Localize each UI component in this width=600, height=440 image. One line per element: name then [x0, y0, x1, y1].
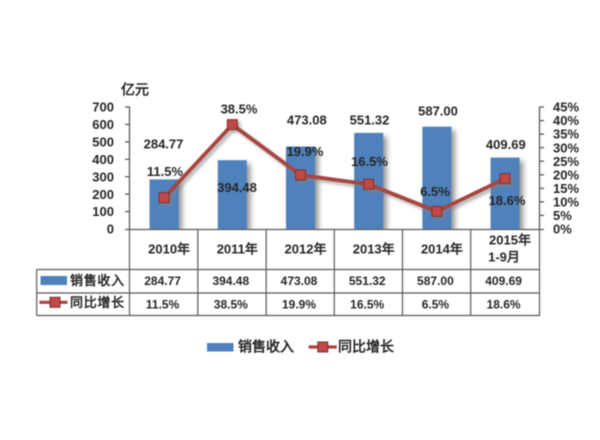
svg-text:394.48: 394.48	[217, 180, 257, 195]
svg-text:200: 200	[92, 187, 114, 202]
svg-text:2014年: 2014年	[421, 242, 463, 257]
svg-text:600: 600	[92, 117, 114, 132]
svg-text:销售收入: 销售收入	[70, 273, 125, 288]
svg-text:30%: 30%	[553, 140, 579, 155]
svg-text:2013年: 2013年	[353, 242, 395, 257]
svg-text:15%: 15%	[553, 181, 579, 196]
svg-text:284.77: 284.77	[144, 274, 181, 288]
svg-text:销售收入: 销售收入	[238, 339, 294, 355]
svg-text:18.6%: 18.6%	[489, 193, 526, 208]
svg-text:同比增长: 同比增长	[70, 295, 125, 310]
svg-text:38.5%: 38.5%	[221, 102, 258, 117]
svg-text:400: 400	[92, 152, 114, 167]
svg-text:11.5%: 11.5%	[147, 164, 184, 179]
svg-text:5%: 5%	[553, 208, 572, 223]
svg-text:40%: 40%	[553, 113, 579, 128]
svg-text:2011年: 2011年	[217, 242, 258, 257]
svg-text:100: 100	[92, 204, 114, 219]
svg-text:2012年: 2012年	[285, 242, 327, 257]
svg-text:16.5%: 16.5%	[350, 297, 384, 311]
svg-text:587.00: 587.00	[417, 274, 454, 288]
svg-text:19.9%: 19.9%	[282, 297, 316, 311]
svg-text:700: 700	[92, 100, 114, 115]
svg-text:16.5%: 16.5%	[351, 154, 388, 169]
svg-text:45%: 45%	[553, 100, 579, 115]
svg-text:18.6%: 18.6%	[487, 297, 521, 311]
svg-text:35%: 35%	[553, 127, 579, 142]
svg-text:11.5%: 11.5%	[146, 297, 180, 311]
svg-text:2015年: 2015年	[489, 232, 531, 247]
svg-text:587.00: 587.00	[418, 104, 458, 119]
svg-text:0: 0	[107, 222, 114, 237]
svg-text:19.9%: 19.9%	[287, 144, 324, 159]
svg-text:20%: 20%	[553, 167, 579, 182]
svg-text:0%: 0%	[553, 222, 572, 237]
svg-text:551.32: 551.32	[349, 274, 386, 288]
svg-text:10%: 10%	[553, 195, 579, 210]
svg-text:500: 500	[92, 135, 114, 150]
svg-text:6.5%: 6.5%	[422, 297, 450, 311]
svg-text:2010年: 2010年	[148, 242, 190, 257]
svg-text:300: 300	[92, 169, 114, 184]
svg-text:551.32: 551.32	[350, 112, 390, 127]
svg-text:6.5%: 6.5%	[420, 184, 450, 199]
svg-text:409.69: 409.69	[485, 274, 522, 288]
svg-text:394.48: 394.48	[212, 274, 249, 288]
svg-text:25%: 25%	[553, 154, 579, 169]
svg-text:亿元: 亿元	[121, 82, 149, 98]
svg-text:473.08: 473.08	[287, 112, 327, 127]
svg-text:38.5%: 38.5%	[214, 297, 248, 311]
svg-text:1-9月: 1-9月	[488, 250, 520, 265]
svg-text:473.08: 473.08	[281, 274, 318, 288]
svg-text:同比增长: 同比增长	[338, 339, 395, 355]
svg-text:409.69: 409.69	[486, 137, 526, 152]
svg-text:284.77: 284.77	[144, 137, 184, 152]
